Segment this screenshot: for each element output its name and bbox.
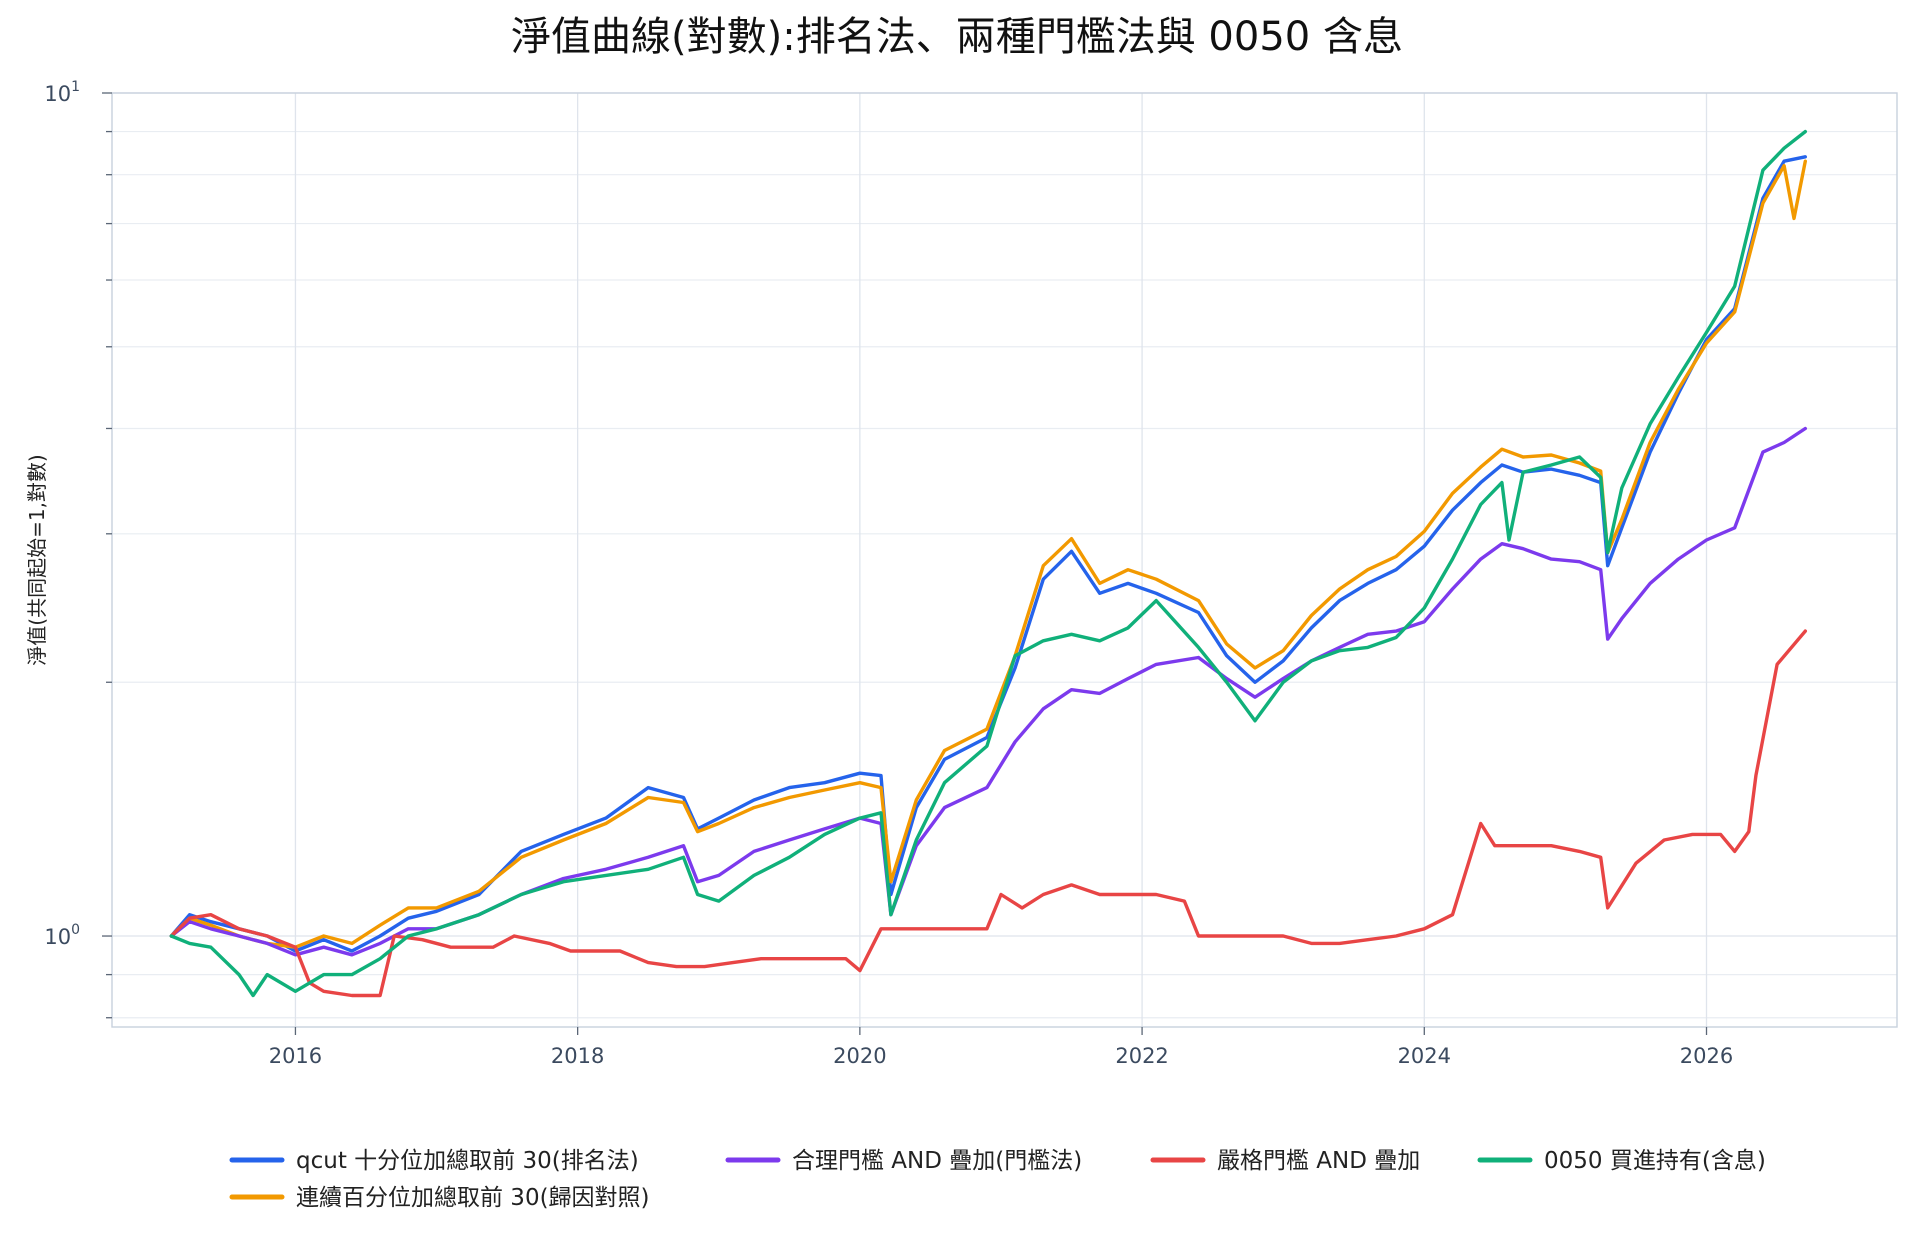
- chart-title: 淨值曲線(對數):排名法、兩種門檻法與 0050 含息: [511, 14, 1403, 60]
- grid-layer: [112, 92, 1897, 1027]
- series-line-5: [169, 129, 1808, 998]
- x-tick-label: 2018: [551, 1044, 604, 1068]
- x-tick-label: 2024: [1398, 1044, 1451, 1068]
- legend-item: 合理門檻 AND 疊加(門檻法): [725, 1148, 1082, 1174]
- plot-frame: [111, 92, 1898, 1028]
- series-layer: [169, 129, 1808, 998]
- legend-label: 連續百分位加總取前 30(歸因對照): [296, 1185, 650, 1211]
- legend-item: 0050 買進持有(含息): [1477, 1148, 1766, 1174]
- legend-item: 嚴格門檻 AND 疊加: [1150, 1148, 1420, 1174]
- legend-label: 合理門檻 AND 疊加(門檻法): [792, 1148, 1082, 1174]
- x-tick-label: 2026: [1680, 1044, 1733, 1068]
- axis-layer: 100 101 2016 2018 2020 2022 2024 2026: [44, 79, 1733, 1068]
- legend-label: qcut 十分位加總取前 30(排名法): [296, 1148, 639, 1174]
- y-tick-label: 101: [44, 79, 80, 106]
- y-axis-title: 淨值(共同起始=1,對數): [25, 454, 49, 665]
- legend: qcut 十分位加總取前 30(排名法) 合理門檻 AND 疊加(門檻法) 嚴格門檻…: [229, 1148, 1766, 1211]
- series-line-4: [169, 629, 1808, 998]
- x-tick-label: 2022: [1115, 1044, 1168, 1068]
- legend-item: 連續百分位加總取前 30(歸因對照): [229, 1185, 650, 1211]
- legend-item: qcut 十分位加總取前 30(排名法): [229, 1148, 639, 1174]
- series-line-1: [169, 155, 1808, 953]
- x-tick-label: 2016: [269, 1044, 322, 1068]
- legend-label: 0050 買進持有(含息): [1544, 1148, 1766, 1174]
- series-line-3: [169, 426, 1808, 957]
- y-tick-label: 100: [44, 922, 80, 949]
- x-tick-label: 2020: [833, 1044, 886, 1068]
- series-line-2: [169, 159, 1808, 949]
- legend-label: 嚴格門檻 AND 疊加: [1217, 1148, 1420, 1174]
